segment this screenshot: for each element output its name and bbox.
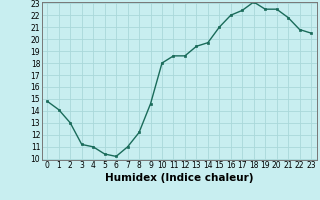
X-axis label: Humidex (Indice chaleur): Humidex (Indice chaleur)	[105, 173, 253, 183]
